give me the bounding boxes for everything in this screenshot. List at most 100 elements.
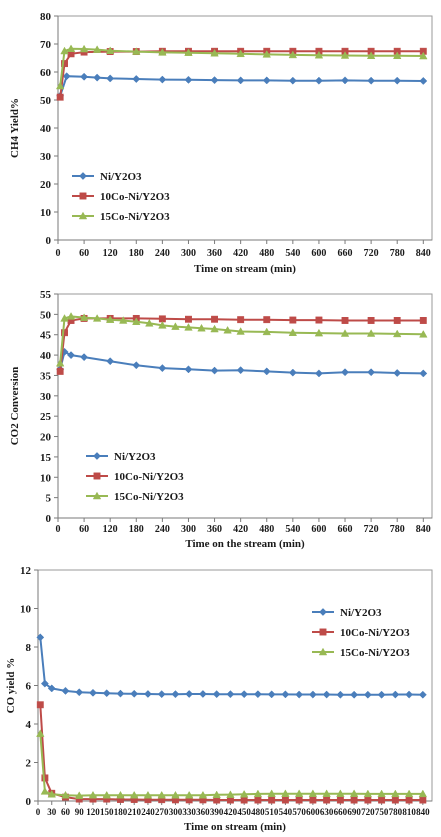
data-point (364, 796, 372, 804)
y-tick-label: 80 (40, 11, 52, 23)
legend-label: 15Co-Ni/Y2O3 (100, 211, 170, 223)
x-tick-label: 600 (306, 807, 320, 817)
x-tick-label: 300 (181, 248, 196, 259)
data-point (210, 48, 219, 57)
data-point (240, 690, 249, 699)
data-point (405, 690, 414, 699)
data-point (198, 690, 207, 698)
x-tick-label: 360 (196, 807, 210, 817)
data-point (262, 76, 271, 85)
data-point (211, 315, 219, 323)
x-tick-label: 240 (155, 248, 170, 259)
data-point (157, 790, 166, 799)
data-point (55, 81, 65, 90)
y-tick-label: 4 (26, 719, 32, 731)
x-tick-label: 360 (207, 248, 222, 259)
data-point (322, 789, 331, 797)
data-point (60, 46, 69, 55)
data-point (419, 796, 427, 804)
data-point (132, 317, 141, 325)
data-point (47, 789, 56, 798)
data-point (130, 689, 139, 698)
x-ticks: 0 30 60 90 120 150 180 210 240 270 300 330 360 390 420… (36, 801, 430, 817)
y-tick-label: 40 (40, 350, 52, 362)
y-tick-label: 45 (40, 330, 52, 342)
x-tick-label: 780 (389, 807, 403, 817)
data-point (145, 319, 154, 327)
y-tick-label: 2 (26, 758, 32, 770)
x-tick-label: 720 (364, 524, 379, 535)
x-tick-label: 510 (265, 807, 279, 817)
data-point (336, 789, 345, 797)
data-point (62, 72, 71, 81)
data-point (158, 48, 167, 56)
data-point (223, 325, 232, 334)
x-tick-label: 540 (279, 807, 293, 817)
data-point (419, 317, 427, 324)
data-point (322, 690, 331, 699)
data-point (92, 314, 102, 322)
plot-frame (57, 293, 433, 519)
x-axis-label: Time on the stream (min) (185, 538, 305, 550)
x-tick-label: 180 (129, 524, 144, 535)
data-point (36, 633, 45, 642)
data-point (106, 74, 115, 83)
y-tick-label: 30 (40, 391, 52, 403)
x-tick-label: 180 (129, 248, 144, 259)
data-point (184, 48, 193, 56)
data-point (254, 796, 262, 804)
series-line (59, 317, 424, 372)
x-tick-label: 720 (364, 248, 379, 259)
data-point (308, 690, 317, 699)
data-point (92, 45, 102, 53)
series-15co-ni-y2o3 (36, 729, 428, 799)
data-point (171, 690, 180, 699)
y-tick-label: 50 (40, 95, 52, 107)
x-tick-label: 0 (36, 807, 41, 817)
data-point (262, 327, 271, 336)
x-tick-label: 120 (103, 524, 118, 535)
legend-marker (92, 491, 102, 500)
data-point (158, 364, 167, 373)
data-point (116, 790, 125, 799)
data-point (132, 361, 141, 370)
x-tick-label: 90 (75, 807, 85, 817)
data-point (314, 369, 323, 378)
data-point (378, 796, 386, 804)
data-point (158, 321, 167, 329)
data-point (288, 328, 298, 336)
x-tick-label: 30 (47, 807, 57, 817)
y-tick-label: 25 (40, 411, 52, 423)
series-line (39, 733, 423, 797)
x-tick-label: 180 (114, 807, 128, 817)
legend-label: 10Co-Ni/Y2O3 (340, 627, 410, 639)
data-point (197, 323, 206, 332)
legend-marker (93, 472, 101, 480)
data-point (212, 790, 221, 799)
y-tick-label: 0 (46, 235, 52, 247)
y-tick-label: 40 (40, 123, 52, 135)
data-point (184, 323, 193, 331)
data-point (171, 322, 180, 330)
x-tick-label: 390 (210, 807, 224, 817)
data-point (366, 329, 376, 337)
x-tick-label: 540 (285, 524, 300, 535)
x-tick-label: 660 (338, 248, 353, 259)
data-point (350, 796, 358, 804)
y-tick-label: 10 (40, 472, 52, 484)
plot-frame (37, 569, 433, 802)
data-point (336, 796, 344, 804)
x-tick-label: 540 (285, 248, 300, 259)
data-point (157, 690, 166, 699)
data-point (288, 368, 297, 377)
x-tick-label: 630 (320, 807, 334, 817)
legend-marker (319, 608, 327, 616)
x-axis-label: Time on stream (min) (184, 821, 286, 833)
legend-marker (78, 211, 88, 220)
legend-marker (79, 172, 87, 180)
x-tick-label: 660 (338, 524, 353, 535)
legend-label: 10Co-Ni/Y2O3 (114, 471, 184, 483)
data-point (236, 366, 245, 375)
series-10co-ni-y2o3 (36, 701, 427, 804)
